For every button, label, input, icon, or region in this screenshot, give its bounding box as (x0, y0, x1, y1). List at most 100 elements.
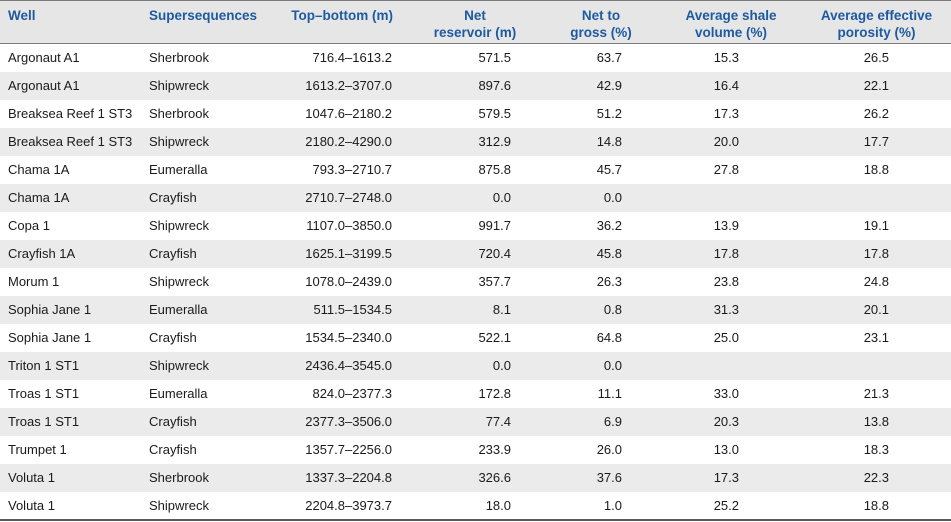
table-row: Trumpet 1 Crayfish 1357.7–2256.0 233.9 26.0 1… (0, 436, 951, 464)
cell-top-bottom: 1337.3–2204.8 (277, 463, 408, 492)
column-header-top-bottom: Top–bottom (m) (277, 0, 408, 44)
cell-supersequence: Crayfish (147, 239, 277, 268)
column-header-line: Supersequences (149, 8, 258, 23)
cell-net-to-gross: 6.9 (541, 407, 660, 436)
cell-top-bottom: 2204.8–3973.7 (277, 491, 408, 521)
cell-top-bottom: 1047.6–2180.2 (305, 106, 392, 121)
table-row: Argonaut A1 Sherbrook 716.4–1613.2 571.5 63.… (0, 44, 951, 72)
cell-avg-effective-porosity: 17.8 (801, 239, 951, 268)
cell-avg-effective-porosity: 18.3 (863, 442, 889, 457)
cell-avg-shale-volume: 20.3 (660, 407, 801, 436)
cell-avg-effective-porosity: 20.1 (801, 295, 951, 324)
cell-avg-shale-volume (660, 351, 801, 380)
cell-avg-shale-volume: 13.0 (713, 442, 739, 457)
table-row: Voluta 1 Sherbrook 1337.3–2204.8 326.6 37.6 1… (0, 463, 951, 492)
cell-avg-effective-porosity: 22.1 (801, 71, 951, 100)
cell-avg-shale-volume: 15.3 (713, 50, 739, 66)
cell-supersequence: Sherbrook (147, 463, 277, 492)
cell-avg-shale-volume: 13.9 (713, 218, 739, 233)
table-body: Argonaut A1 Sherbrook 716.4–1613.2 571.5 63.… (0, 44, 951, 521)
cell-supersequence: Sherbrook (149, 50, 209, 66)
cell-well: Triton 1 ST1 (0, 351, 147, 380)
cell-avg-effective-porosity: 26.2 (863, 106, 889, 121)
cell-top-bottom: 2436.4–3545.0 (277, 351, 408, 380)
cell-net-reservoir: 233.9 (478, 442, 511, 457)
table-row: Sophia Jane 1 Eumeralla 511.5–1534.5 8.1 0.8… (0, 295, 951, 324)
cell-top-bottom: 1078.0–2439.0 (305, 274, 392, 289)
cell-net-to-gross: 1.0 (541, 491, 660, 521)
cell-top-bottom: 2180.2–4290.0 (277, 127, 408, 156)
cell-supersequence: Shipwreck (149, 218, 209, 233)
cell-avg-shale-volume: 16.4 (660, 71, 801, 100)
cell-top-bottom: 2710.7–2748.0 (277, 183, 408, 212)
column-header-line: Net (464, 8, 486, 23)
table-row: Troas 1 ST1 Eumeralla 824.0–2377.3 172.8 11.… (0, 380, 951, 408)
cell-top-bottom: 716.4–1613.2 (312, 50, 392, 66)
cell-well: Troas 1 ST1 (0, 407, 147, 436)
cell-supersequence: Shipwreck (147, 351, 277, 380)
cell-top-bottom: 1107.0–3850.0 (306, 218, 392, 233)
cell-avg-effective-porosity: 19.1 (863, 218, 889, 233)
table-header: Well Supersequences Top–bottom (m) Net reser… (0, 0, 951, 44)
cell-well: Chama 1A (8, 162, 70, 177)
cell-net-reservoir: 18.0 (408, 491, 541, 521)
cell-net-reservoir: 720.4 (408, 239, 541, 268)
cell-supersequence: Shipwreck (147, 127, 277, 156)
cell-net-reservoir: 77.4 (408, 407, 541, 436)
table-row: Morum 1 Shipwreck 1078.0–2439.0 357.7 26.3 23… (0, 268, 951, 296)
cell-avg-shale-volume: 25.2 (660, 491, 801, 521)
cell-avg-effective-porosity: 23.1 (863, 330, 889, 345)
column-header-net-to-gross: Net to gross (%) (541, 0, 660, 44)
cell-avg-effective-porosity: 17.7 (801, 127, 951, 156)
cell-supersequence: Eumeralla (147, 295, 277, 324)
cell-net-to-gross: 51.2 (596, 106, 622, 121)
cell-top-bottom: 2377.3–3506.0 (277, 407, 408, 436)
cell-net-to-gross: 42.9 (541, 71, 660, 100)
cell-net-to-gross: 26.3 (596, 274, 622, 289)
cell-avg-effective-porosity (801, 183, 951, 212)
cell-top-bottom: 1357.7–2256.0 (305, 442, 392, 457)
table-row: Troas 1 ST1 Crayfish 2377.3–3506.0 77.4 6.9 2… (0, 407, 951, 436)
table-row: Chama 1A Eumeralla 793.3–2710.7 875.8 45.7 27… (0, 156, 951, 184)
cell-well: Sophia Jane 1 (8, 330, 92, 345)
cell-top-bottom: 1613.2–3707.0 (277, 71, 408, 100)
cell-net-reservoir: 875.8 (478, 162, 511, 177)
cell-well: Breaksea Reef 1 ST3 (0, 127, 147, 156)
table-row: Argonaut A1 Shipwreck 1613.2–3707.0 897.6 42… (0, 71, 951, 100)
cell-supersequence: Sherbrook (149, 106, 209, 121)
cell-net-reservoir: 0.0 (408, 183, 541, 212)
cell-avg-shale-volume: 33.0 (713, 386, 739, 401)
column-header-line: Net to (581, 8, 621, 23)
cell-top-bottom: 793.3–2710.7 (312, 162, 392, 177)
table-row: Breaksea Reef 1 ST3 Shipwreck 2180.2–4290.… (0, 127, 951, 156)
cell-net-to-gross: 63.7 (596, 50, 622, 66)
cell-well: Chama 1A (0, 183, 147, 212)
table-row: Crayfish 1A Crayfish 1625.1–3199.5 720.4 45.… (0, 239, 951, 268)
column-header-line: Well (8, 8, 36, 23)
column-header-supersequence: Supersequences (147, 0, 277, 44)
header-row: Well Supersequences Top–bottom (m) Net reser… (0, 0, 951, 44)
cell-net-reservoir: 357.7 (478, 274, 511, 289)
cell-net-to-gross: 0.0 (541, 351, 660, 380)
cell-supersequence: Crayfish (147, 407, 277, 436)
cell-net-to-gross: 37.6 (541, 463, 660, 492)
cell-top-bottom: 511.5–1534.5 (277, 295, 408, 324)
table-row: Breaksea Reef 1 ST3 Sherbrook 1047.6–2180.… (0, 100, 951, 128)
cell-net-to-gross: 45.8 (541, 239, 660, 268)
table-row: Voluta 1 Shipwreck 2204.8–3973.7 18.0 1.0 25.… (0, 491, 951, 521)
cell-top-bottom: 1534.5–2340.0 (305, 330, 392, 345)
table-row: Chama 1A Crayfish 2710.7–2748.0 0.0 0.0 (0, 183, 951, 212)
cell-supersequence: Shipwreck (147, 491, 277, 521)
cell-net-to-gross: 14.8 (541, 127, 660, 156)
cell-well: Argonaut A1 (0, 71, 147, 100)
cell-net-reservoir: 8.1 (408, 295, 541, 324)
cell-well: Voluta 1 (0, 463, 147, 492)
cell-avg-shale-volume: 25.0 (713, 330, 739, 345)
cell-net-reservoir: 897.6 (408, 71, 541, 100)
cell-net-reservoir: 172.8 (478, 386, 511, 401)
cell-well: Sophia Jane 1 (0, 295, 147, 324)
cell-avg-shale-volume: 20.0 (660, 127, 801, 156)
cell-well: Morum 1 (8, 274, 60, 289)
